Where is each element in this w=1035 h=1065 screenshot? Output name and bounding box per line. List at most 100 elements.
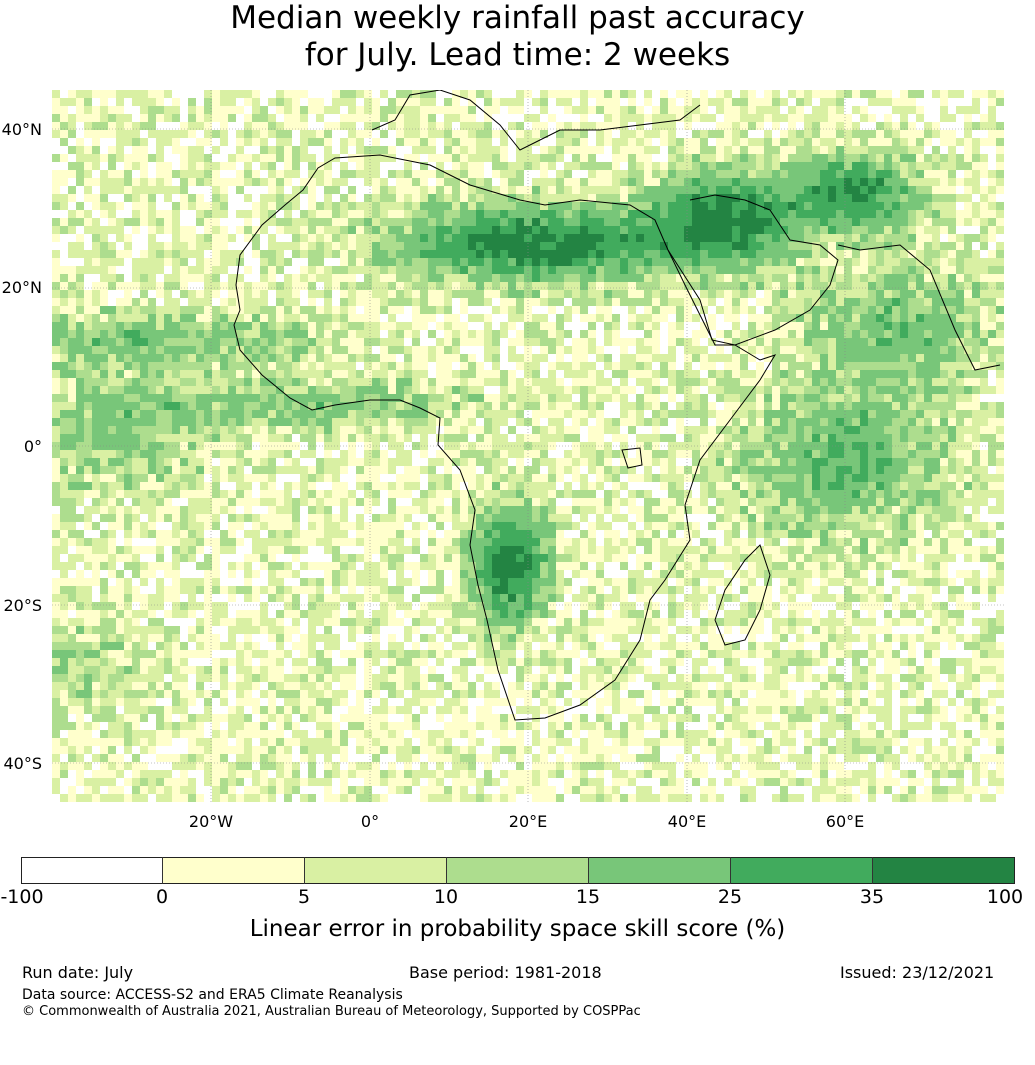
skill-cell: [68, 226, 76, 234]
skill-cell: [244, 226, 252, 234]
skill-cell: [628, 330, 636, 338]
skill-cell: [164, 474, 172, 482]
skill-cell: [780, 378, 788, 386]
skill-cell: [220, 354, 228, 362]
skill-cell: [116, 330, 124, 338]
skill-cell: [556, 418, 564, 426]
skill-cell: [276, 162, 284, 170]
skill-cell: [356, 146, 364, 154]
skill-cell: [996, 426, 1004, 434]
skill-cell: [516, 394, 524, 402]
skill-cell: [764, 210, 772, 218]
skill-cell: [292, 130, 300, 138]
skill-cell: [76, 362, 84, 370]
skill-cell: [836, 122, 844, 130]
skill-cell: [740, 266, 748, 274]
skill-cell: [52, 370, 60, 378]
skill-cell: [668, 466, 676, 474]
skill-cell: [524, 490, 532, 498]
skill-cell: [60, 402, 68, 410]
skill-cell: [60, 418, 68, 426]
skill-cell: [380, 218, 388, 226]
skill-cell: [564, 218, 572, 226]
skill-cell: [132, 378, 140, 386]
skill-cell: [676, 138, 684, 146]
skill-cell: [60, 394, 68, 402]
skill-cell: [380, 410, 388, 418]
skill-cell: [724, 226, 732, 234]
skill-cell: [148, 506, 156, 514]
skill-cell: [172, 418, 180, 426]
skill-cell: [244, 170, 252, 178]
skill-cell: [860, 274, 868, 282]
skill-cell: [708, 458, 716, 466]
skill-cell: [644, 194, 652, 202]
skill-cell: [772, 98, 780, 106]
skill-cell: [84, 498, 92, 506]
skill-cell: [748, 346, 756, 354]
skill-cell: [572, 138, 580, 146]
skill-cell: [820, 274, 828, 282]
skill-cell: [940, 418, 948, 426]
skill-cell: [932, 330, 940, 338]
skill-cell: [900, 402, 908, 410]
skill-cell: [716, 114, 724, 122]
skill-cell: [324, 434, 332, 442]
skill-cell: [92, 146, 100, 154]
skill-cell: [268, 242, 276, 250]
skill-cell: [596, 274, 604, 282]
skill-cell: [476, 290, 484, 298]
skill-cell: [196, 498, 204, 506]
skill-cell: [84, 106, 92, 114]
skill-cell: [188, 322, 196, 330]
skill-cell: [348, 298, 356, 306]
skill-cell: [316, 170, 324, 178]
skill-cell: [484, 194, 492, 202]
skill-cell: [932, 474, 940, 482]
skill-cell: [476, 434, 484, 442]
skill-cell: [820, 234, 828, 242]
skill-cell: [436, 266, 444, 274]
skill-cell: [684, 418, 692, 426]
skill-cell: [116, 346, 124, 354]
skill-cell: [484, 274, 492, 282]
skill-cell: [324, 154, 332, 162]
skill-cell: [204, 130, 212, 138]
skill-cell: [164, 466, 172, 474]
skill-cell: [196, 210, 204, 218]
skill-cell: [828, 378, 836, 386]
skill-cell: [556, 178, 564, 186]
skill-cell: [588, 410, 596, 418]
skill-cell: [644, 106, 652, 114]
skill-cell: [852, 378, 860, 386]
skill-cell: [132, 458, 140, 466]
skill-cell: [716, 298, 724, 306]
skill-cell: [700, 458, 708, 466]
skill-cell: [644, 234, 652, 242]
skill-cell: [908, 370, 916, 378]
skill-cell: [124, 354, 132, 362]
skill-cell: [52, 210, 60, 218]
skill-cell: [492, 354, 500, 362]
skill-cell: [140, 306, 148, 314]
skill-cell: [148, 146, 156, 154]
skill-cell: [508, 258, 516, 266]
skill-cell: [908, 106, 916, 114]
skill-cell: [76, 466, 84, 474]
skill-cell: [532, 146, 540, 154]
skill-cell: [580, 90, 588, 98]
skill-cell: [588, 258, 596, 266]
skill-cell: [316, 378, 324, 386]
skill-cell: [380, 242, 388, 250]
skill-cell: [916, 394, 924, 402]
skill-cell: [420, 242, 428, 250]
skill-cell: [540, 370, 548, 378]
skill-cell: [940, 162, 948, 170]
skill-cell: [108, 362, 116, 370]
skill-cell: [732, 298, 740, 306]
skill-cell: [876, 242, 884, 250]
skill-cell: [884, 370, 892, 378]
skill-cell: [228, 226, 236, 234]
skill-cell: [244, 202, 252, 210]
skill-cell: [852, 154, 860, 162]
